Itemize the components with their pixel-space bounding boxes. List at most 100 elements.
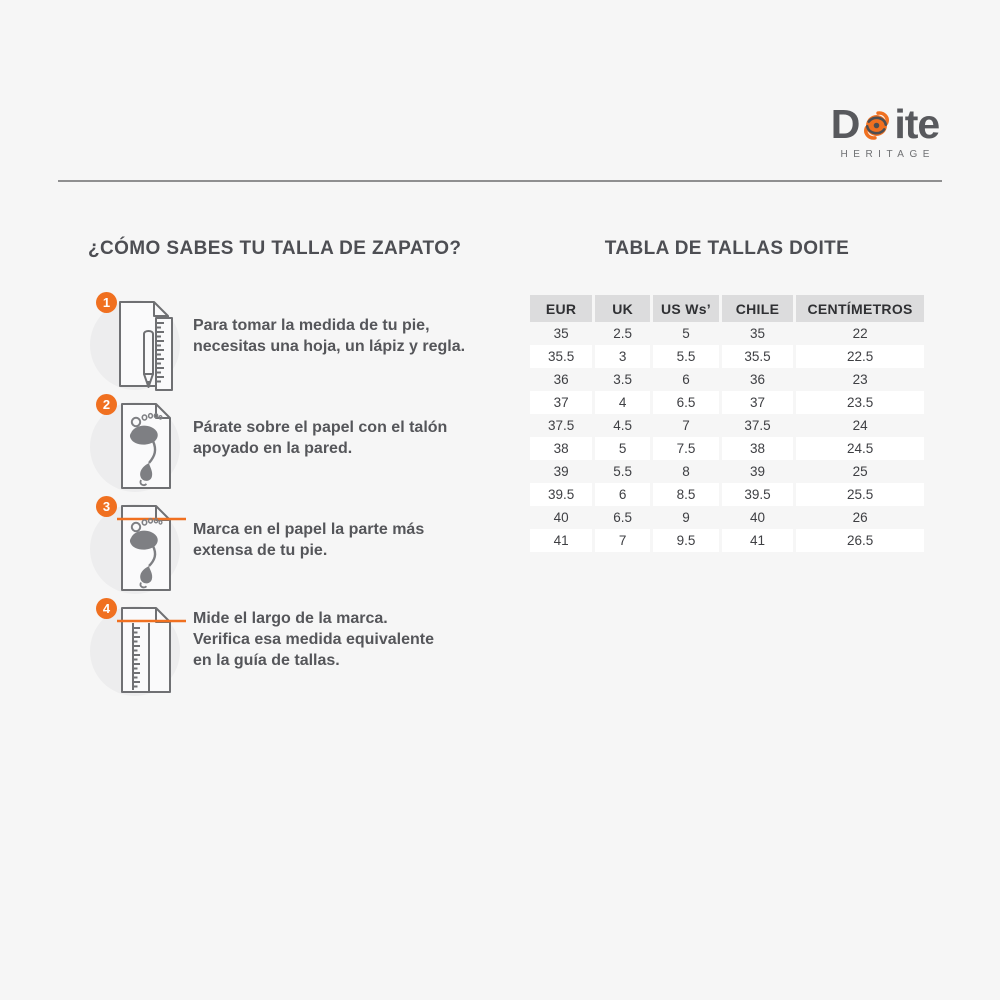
paper-pencil-ruler-icon [119, 301, 173, 391]
table-row: 39.5 6 8.5 39.5 25.5 [530, 483, 924, 506]
size-cell: 41 [553, 533, 569, 548]
size-cell: 5 [682, 326, 690, 341]
orange-swirl-icon [864, 111, 890, 140]
step-number-badge: 1 [96, 292, 117, 313]
size-table-title: TABLA DE TALLAS DOITE [604, 238, 850, 259]
size-cell: 36 [749, 372, 765, 387]
size-cell: 7 [618, 533, 627, 548]
size-cell: 40 [553, 510, 569, 525]
step-3-icon-area: 3 [88, 496, 198, 598]
col-header-centimetros: CENTÍMETROS [796, 295, 924, 322]
size-table: EUR UK US Ws’ CHILE CENTÍMETROS 35 2.5 5 35… [527, 295, 927, 552]
size-cell: 23.5 [846, 395, 874, 410]
size-cell: 5.5 [613, 464, 633, 479]
table-row: 39 5.5 8 39 25 [530, 460, 924, 483]
step-4-text: Mide el largo de la marca. Verifica esa … [193, 610, 435, 669]
paper-footprint-icon [121, 403, 171, 489]
size-cell: 39.5 [547, 487, 575, 502]
size-cell: 36 [553, 372, 569, 387]
table-row: 38 5 7.5 38 24.5 [530, 437, 924, 460]
table-row: 35.5 3 5.5 35.5 22.5 [530, 345, 924, 368]
size-cell: 5.5 [676, 349, 696, 364]
col-header-uk: UK [595, 295, 651, 322]
step-1-text: Para tomar la medida de tu pie, necesita… [193, 317, 466, 355]
size-cell: 5 [618, 441, 627, 456]
brand-tagline: HERITAGE [840, 149, 935, 160]
size-cell: 40 [749, 510, 765, 525]
size-cell: 35.5 [547, 349, 575, 364]
size-cell: 39 [553, 464, 569, 479]
size-cell: 38 [749, 441, 765, 456]
size-cell: 38 [553, 441, 569, 456]
logo-text-prefix: D [830, 101, 861, 147]
size-cell: 37.5 [744, 418, 771, 433]
size-table-section: TABLA DE TALLAS DOITE EUR UK US Ws’ CHIL… [527, 238, 927, 552]
step-2-icon-area: 2 [88, 394, 198, 496]
table-row: 41 7 9.5 41 26.5 [530, 529, 924, 552]
size-cell: 7 [682, 418, 690, 433]
footprint [129, 412, 163, 486]
step-3-text: Marca en el papel la parte más extensa d… [193, 521, 425, 559]
paper-ruler-measureline-icon [117, 607, 186, 693]
logo-text-suffix: ite [894, 101, 940, 147]
size-cell: 23 [852, 372, 868, 387]
size-cell: 3.5 [613, 372, 633, 387]
table-header-row: EUR UK US Ws’ CHILE CENTÍMETROS [530, 295, 924, 322]
howto-title: ¿CÓMO SABES TU TALLA DE ZAPATO? [88, 238, 462, 259]
size-cell: 37.5 [547, 418, 575, 433]
table-row: 37.5 4.5 7 37.5 24 [530, 414, 924, 437]
size-table-body: 35 2.5 5 35 22 35.5 3 5.5 35.5 22.5 36 3.5 6 36 23 37 4 6… [530, 322, 924, 552]
col-header-eur: EUR [530, 295, 593, 322]
step-4-icon-area: 4 [88, 598, 198, 700]
step-3: 3 Marca en el papel la parte más extensa… [88, 496, 518, 598]
footprint [129, 517, 163, 589]
step-4: 4 Mide el largo de la marca. Verifica es… [88, 598, 518, 700]
size-cell: 9 [682, 510, 690, 525]
table-row: 35 2.5 5 35 22 [530, 322, 924, 345]
size-cell: 9.5 [676, 533, 696, 548]
size-cell: 35.5 [744, 349, 771, 364]
size-cell: 8.5 [676, 487, 696, 502]
size-cell: 37 [749, 395, 765, 410]
step-number-badge: 3 [96, 496, 117, 517]
size-cell: 22 [852, 326, 868, 341]
paper-footprint-markline-icon [117, 505, 186, 591]
size-cell: 7.5 [676, 441, 696, 456]
steps-list: 1 Para tomar la medida de tu pie, necesi… [88, 292, 518, 700]
size-cell: 39.5 [744, 487, 771, 502]
step-1-icon-area: 1 [88, 292, 198, 394]
size-cell: 24 [852, 418, 868, 433]
size-cell: 35 [749, 326, 765, 341]
step-number-badge: 4 [96, 598, 117, 619]
size-cell: 6 [682, 372, 690, 387]
size-cell: 37 [553, 395, 569, 410]
size-cell: 4.5 [613, 418, 633, 433]
howto-section: ¿CÓMO SABES TU TALLA DE ZAPATO? [88, 238, 518, 700]
size-cell: 35 [553, 326, 569, 341]
size-cell: 6.5 [613, 510, 633, 525]
table-row: 36 3.5 6 36 23 [530, 368, 924, 391]
step-2-text: Párate sobre el papel con el talón apoya… [193, 419, 448, 457]
horizontal-divider [58, 180, 942, 182]
size-cell: 41 [749, 533, 765, 548]
size-cell: 8 [682, 464, 690, 479]
size-cell: 4 [618, 395, 627, 410]
col-header-chile: CHILE [721, 295, 794, 322]
size-cell: 22.5 [846, 349, 874, 364]
logo-wordmark: D ite [825, 104, 945, 145]
step-number-badge: 2 [96, 394, 117, 415]
size-cell: 3 [618, 349, 627, 364]
size-cell: 6 [618, 487, 627, 502]
brand-logo: D ite HERITAGE [825, 104, 945, 161]
size-cell: 24.5 [846, 441, 874, 456]
size-cell: 25 [852, 464, 868, 479]
table-row: 40 6.5 9 40 26 [530, 506, 924, 529]
size-cell: 2.5 [613, 326, 633, 341]
table-row: 37 4 6.5 37 23.5 [530, 391, 924, 414]
size-cell: 25.5 [846, 487, 874, 502]
step-2: 2 Párate sobre el papel con el talón apo… [88, 394, 518, 496]
col-header-usws: US Ws’ [653, 295, 719, 322]
size-cell: 6.5 [676, 395, 696, 410]
size-cell: 26 [852, 510, 868, 525]
step-1: 1 Para tomar la medida de tu pie, necesi… [88, 292, 518, 394]
